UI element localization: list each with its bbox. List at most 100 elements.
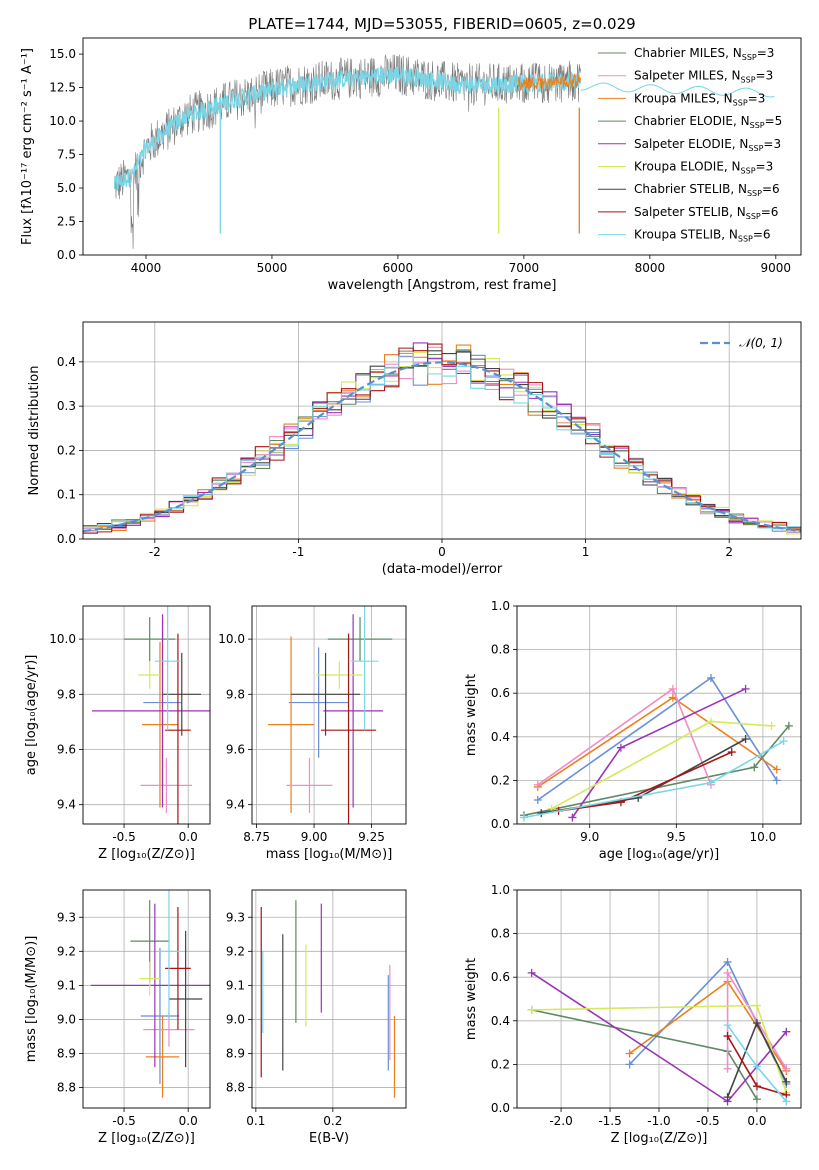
x-tick-label: 2 bbox=[725, 545, 733, 559]
plus-marker bbox=[782, 1027, 791, 1036]
y-tick-label: 9.4 bbox=[226, 798, 245, 812]
legend-entry: Salpeter STELIB, NSSP=6 bbox=[634, 205, 778, 221]
legend-entry: Salpeter ELODIE, NSSP=3 bbox=[634, 137, 781, 153]
x-tick-label: -0.5 bbox=[696, 1114, 719, 1128]
y-tick-label: 0.2 bbox=[491, 1057, 510, 1071]
x-axis-label: Z [log₁₀(Z/Z⊙)] bbox=[98, 847, 195, 862]
plus-marker bbox=[752, 1018, 761, 1027]
legend-subscript: SSP bbox=[741, 167, 756, 176]
chart-weight_vs_Z: -2.0 -1.5 -1.0 -0.5 0.0 0.0 0.2 0.4 0.6 0.8 1.0 Z [… bbox=[464, 883, 802, 1146]
plus-marker bbox=[779, 737, 788, 746]
legend-entry: Kroupa MILES, NSSP=3 bbox=[634, 91, 765, 107]
y-tick-label: 9.2 bbox=[226, 944, 245, 958]
weight-series-line bbox=[551, 720, 772, 810]
x-axis-label: E(B-V) bbox=[309, 1131, 349, 1146]
plus-marker bbox=[782, 1097, 791, 1106]
plus-marker bbox=[668, 684, 677, 693]
plus-marker bbox=[616, 743, 625, 752]
y-tick-label: 9.0 bbox=[57, 1012, 76, 1026]
legend-subscript: SSP bbox=[733, 98, 748, 107]
legend-tail: =3 bbox=[756, 69, 774, 83]
legend-tail: =6 bbox=[762, 182, 780, 196]
y-tick-label: 0.4 bbox=[491, 730, 510, 744]
y-tick-label: 9.1 bbox=[57, 978, 76, 992]
plus-marker bbox=[784, 721, 793, 730]
y-tick-label: 7.5 bbox=[57, 148, 76, 162]
model-spectrum-line bbox=[580, 82, 775, 98]
gaussian-reference-line bbox=[83, 361, 801, 533]
plot-area bbox=[519, 673, 793, 822]
plus-marker bbox=[527, 1005, 536, 1014]
y-tick-label: 2.5 bbox=[57, 215, 76, 229]
plus-marker bbox=[750, 763, 759, 772]
x-tick-label: 0 bbox=[438, 545, 446, 559]
x-axis-label: wavelength [Angstrom, rest frame] bbox=[328, 278, 557, 293]
x-tick-label: 8.75 bbox=[243, 830, 270, 844]
x-tick-label: -1.5 bbox=[598, 1114, 621, 1128]
y-tick-label: 15.0 bbox=[49, 47, 76, 61]
y-tick-label: 9.3 bbox=[226, 910, 245, 924]
chart-age_vs_Z: -0.5 0.0 9.4 9.6 9.8 10.0 Z [log₁₀(Z/Z⊙)] age [… bbox=[24, 605, 211, 862]
plot-area bbox=[527, 957, 791, 1106]
x-tick-label: 6000 bbox=[383, 261, 414, 275]
y-tick-label: 12.5 bbox=[49, 81, 76, 95]
legend-tail: =3 bbox=[763, 137, 781, 151]
x-tick-label: -1 bbox=[292, 545, 304, 559]
y-tick-label: 9.1 bbox=[226, 978, 245, 992]
plus-marker bbox=[568, 813, 577, 822]
y-axis-label: mass weight bbox=[464, 674, 479, 756]
chart-title: PLATE=1744, MJD=53055, FIBERID=0605, z=0… bbox=[248, 15, 635, 33]
legend-entry: Kroupa STELIB, NSSP=6 bbox=[634, 228, 771, 244]
histogram-series bbox=[83, 343, 801, 534]
y-tick-label: 9.6 bbox=[57, 742, 76, 756]
y-tick-label: 8.9 bbox=[57, 1047, 76, 1061]
legend-label: Salpeter STELIB, N bbox=[634, 205, 746, 219]
x-tick-label: -0.5 bbox=[112, 1114, 135, 1128]
weight-series-line bbox=[537, 676, 778, 801]
legend-subscript: SSP bbox=[750, 121, 765, 130]
x-tick-label: 9.5 bbox=[667, 830, 686, 844]
plus-marker bbox=[723, 1064, 732, 1073]
x-tick-label: 0.0 bbox=[747, 1114, 766, 1128]
legend-tail: =3 bbox=[756, 160, 774, 174]
x-tick-label: 4000 bbox=[131, 261, 162, 275]
axes-frame bbox=[251, 889, 407, 1109]
y-tick-label: 1.0 bbox=[491, 883, 510, 897]
x-tick-label: 9000 bbox=[761, 261, 792, 275]
plus-marker bbox=[625, 1060, 634, 1069]
x-tick-label: 0.0 bbox=[179, 830, 198, 844]
legend-tail: =3 bbox=[757, 46, 775, 60]
plus-marker bbox=[767, 721, 776, 730]
y-tick-label: 1.0 bbox=[491, 599, 510, 613]
plus-marker bbox=[723, 1032, 732, 1041]
y-axis-label: mass weight bbox=[464, 958, 479, 1040]
axes-frame bbox=[82, 889, 211, 1109]
y-tick-label: 10.0 bbox=[49, 114, 76, 128]
x-tick-label: -2 bbox=[149, 545, 161, 559]
y-tick-label: 0.8 bbox=[491, 643, 510, 657]
chart-residuals: -2 -1 0 1 2 0.0 0.1 0.2 0.3 0.4 (data-model)/error… bbox=[27, 321, 802, 577]
y-tick-label: 9.6 bbox=[226, 742, 245, 756]
axes-frame bbox=[516, 889, 802, 1109]
legend-label: Kroupa STELIB, N bbox=[634, 228, 738, 242]
x-axis-label: Z [log₁₀(Z/Z⊙)] bbox=[611, 1131, 708, 1146]
plus-marker bbox=[706, 673, 715, 682]
x-tick-label: 7000 bbox=[509, 261, 540, 275]
plus-marker bbox=[533, 780, 542, 789]
plus-marker bbox=[625, 1049, 634, 1058]
chart-mass_vs_Z: -0.5 0.0 8.8 8.9 9.0 9.1 9.2 9.3 Z [log₁₀(Z/Z⊙)]… bbox=[24, 889, 211, 1146]
legend-tail: =3 bbox=[748, 91, 766, 105]
axes-frame bbox=[82, 37, 802, 256]
legend-entry: Chabrier STELIB, NSSP=6 bbox=[634, 182, 780, 198]
x-tick-label: 5000 bbox=[257, 261, 288, 275]
plot-area bbox=[83, 342, 801, 535]
legend-subscript: SSP bbox=[741, 76, 756, 85]
plot-area bbox=[90, 890, 210, 1098]
y-tick-label: 10.0 bbox=[49, 632, 76, 646]
legend-subscript: SSP bbox=[748, 144, 763, 153]
plus-marker bbox=[519, 813, 528, 822]
y-tick-label: 9.4 bbox=[57, 798, 76, 812]
legend-label: Chabrier MILES, N bbox=[634, 46, 742, 60]
plus-marker bbox=[706, 778, 715, 787]
plus-marker bbox=[782, 1077, 791, 1086]
